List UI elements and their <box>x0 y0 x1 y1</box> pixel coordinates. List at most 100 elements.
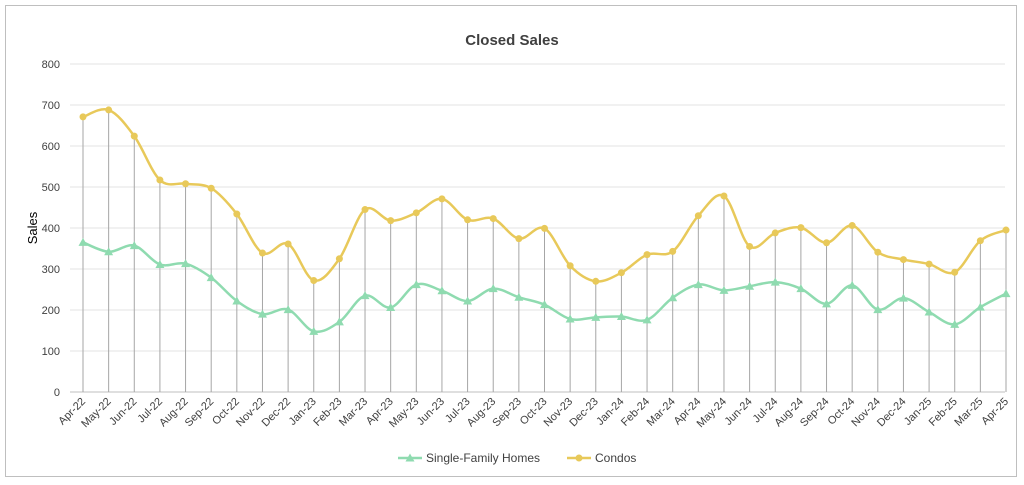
y-axis-ticks: 0 100 200 300 400 500 600 700 800 <box>42 59 60 399</box>
data-point <box>796 284 806 293</box>
data-point <box>129 241 139 250</box>
x-tick-label: Dec-23 <box>567 396 601 430</box>
legend-marker <box>405 453 415 462</box>
x-tick-label: Jun-23 <box>415 396 447 428</box>
data-point <box>257 309 267 318</box>
x-tick-label: Sep-22 <box>183 396 217 430</box>
data-point <box>232 296 242 305</box>
data-point <box>78 237 88 246</box>
data-point <box>515 235 523 243</box>
x-tick-label: Mar-24 <box>645 396 678 429</box>
x-tick-label: Jun-24 <box>722 396 754 428</box>
y-tick-label: 600 <box>42 141 60 153</box>
data-point <box>592 277 600 285</box>
data-point <box>925 260 933 268</box>
data-point <box>975 302 985 311</box>
data-point <box>386 303 396 312</box>
data-point <box>770 277 780 286</box>
x-tick-label: Apr-25 <box>979 396 1011 428</box>
data-point <box>669 247 677 255</box>
data-point <box>642 315 652 324</box>
x-tick-label: Dec-22 <box>260 396 294 430</box>
data-point <box>489 215 497 223</box>
data-point <box>104 247 114 256</box>
legend-item: Single-Family Homes <box>398 451 540 465</box>
data-point <box>155 259 165 268</box>
data-point <box>437 286 447 295</box>
data-point <box>616 312 626 321</box>
legend: Single-Family Homes Condos <box>398 451 636 465</box>
data-point <box>156 176 164 184</box>
data-point <box>411 280 421 289</box>
data-point <box>258 249 266 257</box>
x-tick-label: Jun-22 <box>107 396 139 428</box>
series-single-family-homes <box>78 237 1011 335</box>
data-point <box>566 262 574 270</box>
data-point <box>668 293 678 302</box>
data-point <box>591 312 601 321</box>
x-tick-label: Sep-24 <box>798 396 832 430</box>
data-point <box>719 285 729 294</box>
chart-title: Closed Sales <box>465 32 558 49</box>
data-point <box>284 240 292 248</box>
data-point <box>898 293 908 302</box>
legend-marker <box>575 454 583 462</box>
data-point <box>951 268 959 276</box>
data-point <box>541 224 548 232</box>
data-point <box>105 106 113 114</box>
x-tick-label: Sep-23 <box>490 396 524 430</box>
legend-label: Condos <box>595 451 636 465</box>
data-point <box>847 280 857 289</box>
y-tick-label: 0 <box>54 387 60 399</box>
x-tick-label: Mar-23 <box>337 396 370 429</box>
data-point <box>823 239 831 247</box>
data-point <box>720 192 728 200</box>
data-point <box>463 296 473 305</box>
data-point <box>283 305 293 314</box>
data-point <box>335 255 343 263</box>
data-point <box>334 317 344 326</box>
data-point <box>464 216 472 224</box>
data-point <box>182 180 190 188</box>
data-point <box>693 280 703 289</box>
series-layer <box>78 106 1011 335</box>
data-point <box>746 242 754 250</box>
data-point <box>412 209 420 217</box>
y-tick-label: 700 <box>42 100 60 112</box>
data-point <box>361 206 369 214</box>
data-point <box>822 299 832 308</box>
data-point <box>130 132 138 140</box>
data-point <box>848 222 856 230</box>
data-point <box>79 113 87 121</box>
data-point <box>387 217 395 225</box>
data-point <box>694 212 702 220</box>
data-point <box>488 284 498 293</box>
data-point <box>617 269 625 277</box>
legend-item: Condos <box>567 451 636 465</box>
data-point <box>310 276 318 284</box>
data-point <box>643 251 651 259</box>
data-point <box>565 314 575 323</box>
x-axis-ticks: Apr-22May-22Jun-22Jul-22Aug-22Sep-22Oct-… <box>56 396 1011 430</box>
data-point <box>873 305 883 314</box>
data-point <box>771 229 779 237</box>
data-point <box>874 248 882 256</box>
y-tick-label: 300 <box>42 264 60 276</box>
data-point <box>1002 226 1010 234</box>
data-point <box>514 292 524 301</box>
data-point <box>924 307 934 316</box>
data-point <box>797 224 805 232</box>
series-condos <box>79 106 1010 285</box>
y-tick-label: 500 <box>42 182 60 194</box>
data-point <box>1001 289 1011 298</box>
data-point <box>976 237 984 245</box>
data-point <box>950 319 960 328</box>
drop-lines <box>82 109 1007 392</box>
data-point <box>233 210 241 218</box>
y-tick-label: 100 <box>42 346 60 358</box>
y-axis-label: Sales <box>25 211 40 244</box>
data-point <box>360 291 370 300</box>
legend-label: Single-Family Homes <box>426 451 540 465</box>
data-point <box>207 184 215 192</box>
